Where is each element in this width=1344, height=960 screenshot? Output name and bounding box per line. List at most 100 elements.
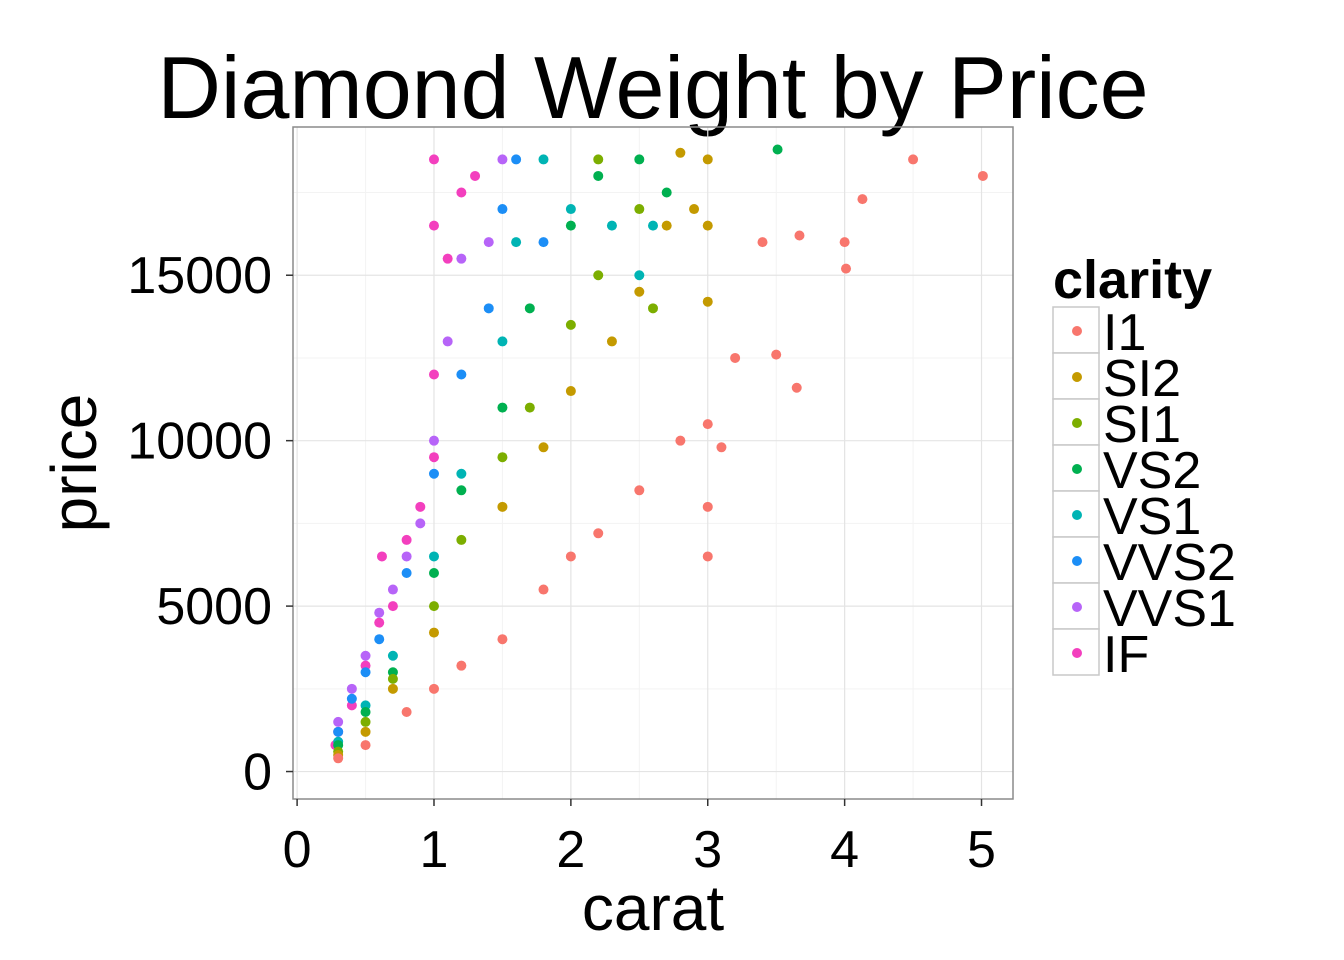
data-point [483, 237, 494, 248]
data-point [702, 501, 713, 512]
legend-label: VVS2 [1103, 534, 1236, 592]
data-point [456, 369, 467, 380]
data-point [675, 147, 686, 158]
series-IF [330, 154, 481, 751]
data-point [648, 303, 658, 314]
legend-item-I1: I1 [1052, 304, 1146, 362]
data-point [333, 716, 344, 727]
data-point [565, 204, 576, 215]
legend-label: VVS1 [1103, 580, 1236, 638]
legend-label: SI2 [1103, 350, 1181, 408]
data-point [401, 534, 412, 545]
legend-item-SI2: SI2 [1052, 350, 1181, 408]
data-point [857, 194, 868, 205]
data-point [538, 154, 549, 165]
data-point [428, 452, 439, 463]
legend-item-SI1: SI1 [1052, 396, 1181, 454]
axis-ticks: 0 1 2 3 4 5 0 5000 10000 15000 [127, 247, 996, 879]
data-point [634, 485, 645, 496]
data-point [689, 204, 700, 215]
data-points [330, 144, 988, 764]
data-point [771, 349, 782, 360]
data-point [497, 154, 508, 165]
grid [293, 127, 1013, 799]
data-point [456, 534, 467, 545]
data-point [415, 501, 426, 512]
data-point [511, 154, 522, 165]
data-point [908, 154, 919, 165]
data-point [497, 501, 508, 512]
data-point [757, 237, 768, 248]
data-point [428, 154, 439, 165]
y-tick-label: 10000 [127, 413, 272, 471]
data-point [401, 706, 412, 717]
data-point [346, 693, 357, 704]
data-point [428, 601, 439, 612]
legend-item-IF: IF [1052, 626, 1149, 684]
data-point [606, 336, 617, 347]
series-SI1 [333, 154, 658, 757]
legend-swatch [1072, 418, 1082, 428]
data-point [716, 442, 727, 453]
data-point [593, 154, 604, 165]
data-point [428, 468, 439, 479]
series-VS2 [333, 144, 783, 751]
data-point [374, 617, 385, 628]
legend-label: I1 [1103, 304, 1146, 362]
chart-title: Diamond Weight by Price [157, 38, 1148, 137]
data-point [661, 187, 672, 198]
y-tick-label: 5000 [156, 578, 272, 636]
series-I1 [333, 154, 988, 764]
data-point [415, 518, 426, 529]
data-point [456, 253, 467, 264]
data-point [524, 402, 535, 413]
legend-swatch [1072, 372, 1082, 382]
data-point [346, 683, 357, 694]
data-point [401, 551, 412, 562]
legend-label: IF [1103, 626, 1149, 684]
data-point [524, 303, 535, 314]
data-point [791, 382, 802, 393]
legend-item-VS1: VS1 [1052, 488, 1201, 546]
data-point [497, 204, 508, 215]
data-point [593, 270, 604, 281]
y-axis-title: price [38, 394, 110, 533]
data-point [483, 303, 494, 314]
data-point [456, 468, 467, 479]
data-point [387, 601, 398, 612]
legend-swatch [1072, 648, 1082, 658]
data-point [442, 336, 453, 347]
plot-panel-border [292, 126, 1014, 800]
x-tick-label: 3 [693, 821, 722, 879]
data-point [702, 551, 713, 562]
data-point [428, 568, 439, 579]
data-point [497, 402, 508, 413]
series-VVS1 [333, 154, 508, 727]
data-point [428, 435, 439, 446]
legend-swatch [1072, 464, 1082, 474]
data-point [428, 683, 439, 694]
data-point [374, 634, 385, 645]
data-point [456, 485, 467, 496]
legend-swatch [1072, 510, 1082, 520]
data-point [675, 435, 686, 446]
data-point [428, 369, 439, 380]
data-point [648, 220, 658, 231]
data-point [841, 263, 852, 274]
data-point [387, 650, 398, 661]
data-point [538, 237, 549, 248]
data-point [401, 568, 412, 579]
data-point [538, 442, 549, 453]
data-point [702, 220, 713, 231]
legend-label: SI1 [1103, 396, 1181, 454]
legend-item-VVS2: VVS2 [1052, 534, 1236, 592]
data-point [360, 726, 371, 737]
data-point [661, 220, 672, 231]
data-point [565, 220, 576, 231]
data-point [794, 230, 805, 241]
data-point [606, 220, 617, 231]
data-point [702, 154, 713, 165]
x-axis-title: carat [582, 872, 725, 944]
legend-swatch [1072, 602, 1082, 612]
